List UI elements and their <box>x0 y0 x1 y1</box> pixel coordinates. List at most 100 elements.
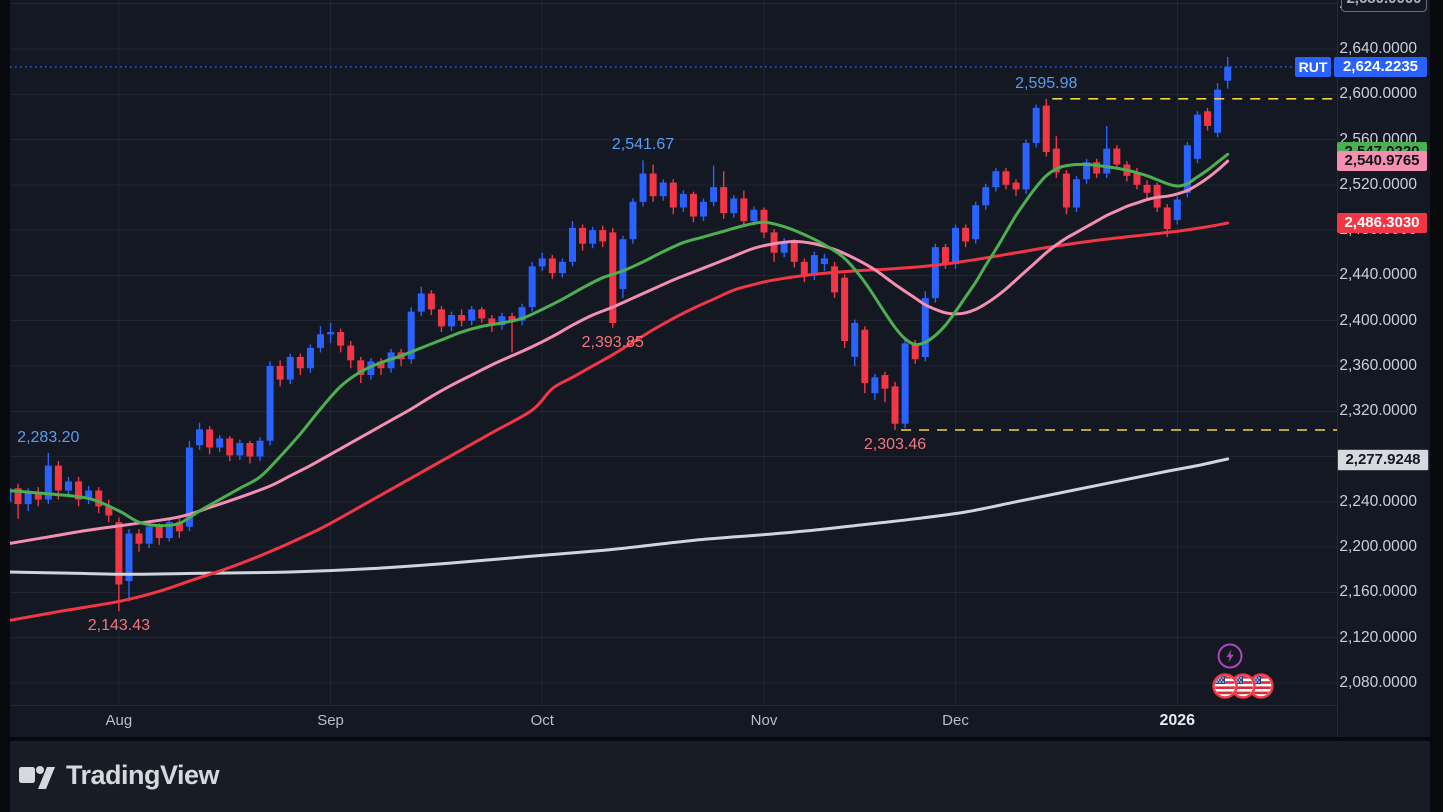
price-annotation: 2,595.98 <box>1015 74 1078 92</box>
up-candle <box>901 343 909 424</box>
ma-gray-value-badge: 2,277.9248 <box>1337 448 1429 471</box>
down-candle <box>226 438 234 456</box>
up-candle <box>639 173 647 202</box>
up-candle <box>1072 179 1080 208</box>
price-axis-label: 2,160.0000 <box>1339 583 1417 601</box>
chart-pane[interactable]: 2,283.20 2,143.43 2,541.67 2,393.85 2,303.46… <box>0 0 1337 705</box>
up-candle <box>256 440 264 457</box>
us-event-flag-icon-3[interactable] <box>1248 673 1274 704</box>
up-candle <box>64 481 72 491</box>
up-candle <box>619 239 627 290</box>
up-candle <box>417 293 425 312</box>
up-candle <box>871 377 879 394</box>
last-price-badge: 2,624.2235 <box>1334 56 1427 77</box>
up-candle <box>700 201 708 217</box>
price-annotation: 2,143.43 <box>87 617 151 635</box>
down-candle <box>861 329 869 383</box>
up-candle <box>750 209 758 222</box>
price-annotation: 2,303.46 <box>863 435 927 453</box>
price-axis-label: 2,520.0000 <box>1339 175 1417 193</box>
ma-fast-green[interactable] <box>6 152 1230 528</box>
up-candle <box>1183 145 1191 193</box>
down-candle <box>1143 184 1151 193</box>
up-candle <box>1032 107 1040 143</box>
left-edge-strip <box>0 0 10 812</box>
brand-wordmark: TradingView <box>66 759 220 790</box>
down-candle <box>437 309 445 327</box>
down-candle <box>337 332 345 346</box>
up-candle <box>306 347 314 369</box>
up-candle <box>286 356 294 380</box>
ma-slow-red[interactable] <box>6 221 1230 623</box>
price-axis-label: 2,200.0000 <box>1339 538 1417 556</box>
down-candle <box>740 198 748 222</box>
up-candle <box>185 447 193 527</box>
down-candle <box>1002 171 1010 185</box>
up-candle <box>931 247 939 299</box>
up-candle <box>85 490 93 500</box>
down-candle <box>296 356 304 369</box>
down-candle <box>790 241 798 262</box>
up-candle <box>780 241 788 253</box>
up-candle <box>125 533 133 582</box>
up-candle <box>316 334 324 348</box>
up-candle <box>972 205 980 240</box>
time-axis-label: Aug <box>105 712 133 729</box>
down-candle <box>206 429 214 448</box>
down-candle <box>14 488 22 505</box>
up-candle <box>558 261 566 274</box>
down-candle <box>831 266 839 293</box>
up-candle <box>568 227 576 262</box>
time-axis-label: Oct <box>530 712 554 729</box>
down-candle <box>881 375 889 389</box>
time-axis[interactable]: Aug Sep Oct Nov Dec 2026 <box>0 705 1337 738</box>
up-candle <box>730 198 738 214</box>
up-candle <box>407 311 415 360</box>
up-candle <box>851 322 859 357</box>
down-candle <box>599 230 607 242</box>
up-candle <box>982 187 990 206</box>
down-candle <box>54 465 62 491</box>
down-candle <box>508 316 516 321</box>
down-candle <box>1133 173 1141 185</box>
time-axis-label: Sep <box>317 712 344 729</box>
down-candle <box>34 492 42 500</box>
clipped-price-badge: 2,680.0000 <box>1341 0 1427 12</box>
price-axis[interactable]: 2,080.0000 2,120.0000 2,160.0000 2,200.0000… <box>1337 0 1431 737</box>
up-candle <box>710 187 718 202</box>
tradingview-logo[interactable]: TradingView <box>18 759 220 791</box>
us-event-flag-icon-1[interactable] <box>1212 673 1238 704</box>
up-candle <box>448 315 456 327</box>
price-axis-label: 2,080.0000 <box>1339 673 1417 691</box>
ma-long-white[interactable] <box>6 457 1230 576</box>
down-candle <box>458 315 466 321</box>
down-candle <box>478 309 486 319</box>
up-candle <box>1224 66 1232 81</box>
down-candle <box>649 173 657 197</box>
down-candle <box>488 318 496 326</box>
price-annotation: 2,283.20 <box>17 428 80 446</box>
down-candle <box>1062 173 1070 208</box>
up-candle <box>589 230 597 244</box>
down-candle <box>246 442 254 457</box>
down-candle <box>115 522 123 585</box>
up-candle <box>810 255 818 276</box>
price-axis-label: 2,120.0000 <box>1339 628 1417 646</box>
down-candle <box>95 490 103 507</box>
down-candle <box>1052 148 1060 173</box>
tradingview-mark-icon <box>19 766 55 789</box>
down-candle <box>1042 105 1050 153</box>
attribution-bar: TradingView <box>0 741 1443 812</box>
down-candle <box>1093 162 1101 174</box>
down-candle <box>609 232 617 323</box>
down-candle <box>276 365 284 380</box>
up-candle <box>44 465 52 500</box>
price-axis-label: 2,640.0000 <box>1339 40 1417 57</box>
up-candle <box>659 182 667 197</box>
down-candle <box>941 247 949 265</box>
up-candle <box>468 309 476 321</box>
down-candle <box>1204 111 1212 126</box>
earnings-lightning-icon[interactable] <box>1217 643 1243 674</box>
up-candle <box>165 522 173 539</box>
